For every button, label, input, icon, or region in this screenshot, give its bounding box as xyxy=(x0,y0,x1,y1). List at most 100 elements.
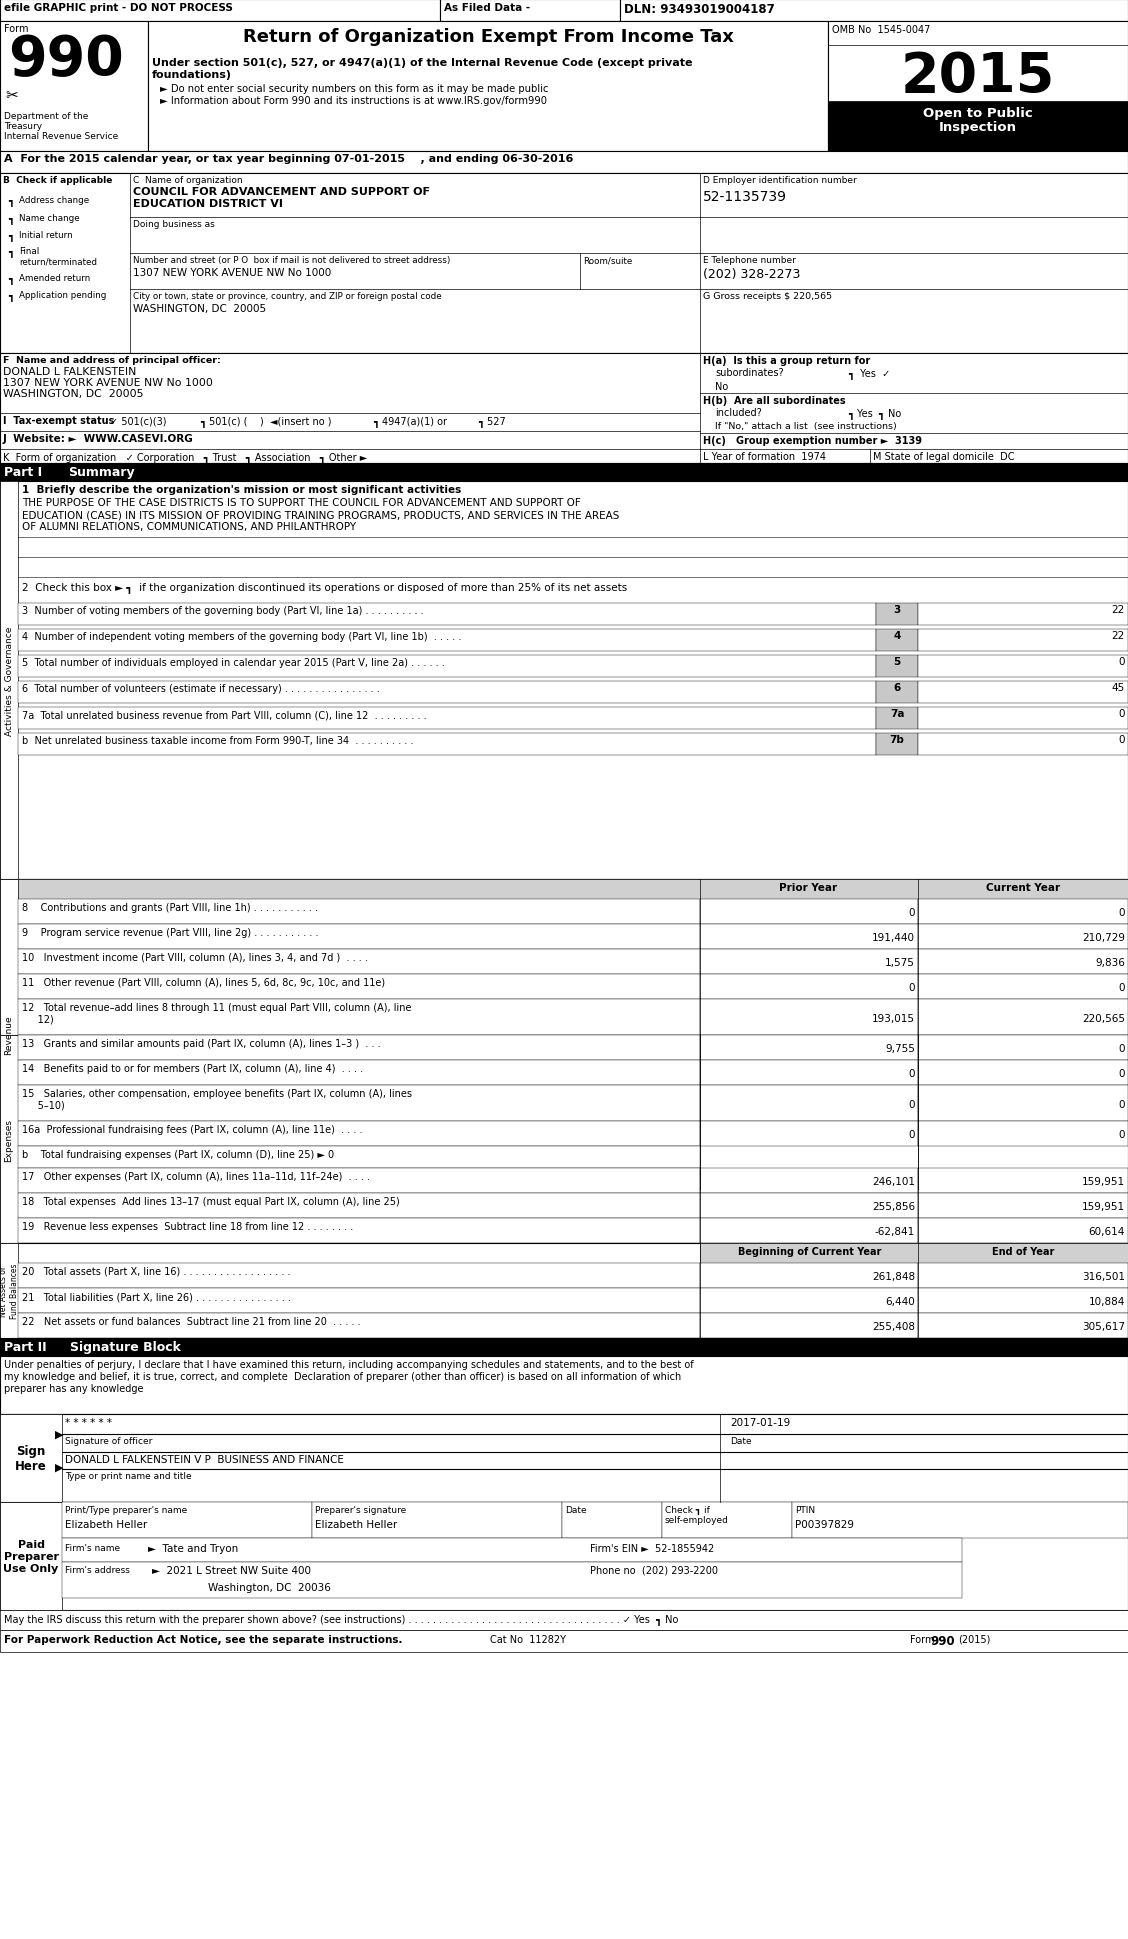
Text: ┓ 4947(a)(1) or: ┓ 4947(a)(1) or xyxy=(373,415,447,427)
Text: 0: 0 xyxy=(1119,1128,1125,1140)
Text: For Paperwork Reduction Act Notice, see the separate instructions.: For Paperwork Reduction Act Notice, see … xyxy=(5,1635,403,1644)
Text: 0: 0 xyxy=(908,1128,915,1140)
Bar xyxy=(0,1355,1128,1414)
Bar xyxy=(918,603,1128,626)
Bar xyxy=(700,1035,918,1061)
Text: 22   Net assets or fund balances  Subtract line 21 from line 20  . . . . .: 22 Net assets or fund balances Subtract … xyxy=(23,1317,361,1326)
Bar xyxy=(828,103,1128,151)
Bar xyxy=(0,151,1128,175)
Text: ► Do not enter social security numbers on this form as it may be made public: ► Do not enter social security numbers o… xyxy=(160,83,548,93)
Text: Address change: Address change xyxy=(19,196,89,206)
Text: 9,836: 9,836 xyxy=(1095,958,1125,968)
Text: b  Net unrelated business taxable income from Form 990-T, line 34  . . . . . . .: b Net unrelated business taxable income … xyxy=(23,735,414,747)
Text: 16a  Professional fundraising fees (Part IX, column (A), line 11e)  . . . .: 16a Professional fundraising fees (Part … xyxy=(23,1125,362,1134)
Text: P00397829: P00397829 xyxy=(795,1520,854,1530)
Text: 19   Revenue less expenses  Subtract line 18 from line 12 . . . . . . . .: 19 Revenue less expenses Subtract line 1… xyxy=(23,1222,353,1231)
Bar xyxy=(918,925,1128,950)
Text: 6,440: 6,440 xyxy=(885,1297,915,1307)
Text: Open to Public: Open to Public xyxy=(923,107,1033,120)
Bar xyxy=(918,1121,1128,1146)
Bar xyxy=(18,1121,700,1146)
Text: H(a)  Is this a group return for: H(a) Is this a group return for xyxy=(703,357,870,366)
Bar xyxy=(700,1061,918,1086)
Bar xyxy=(0,880,1128,1189)
Bar xyxy=(0,1503,62,1609)
Bar xyxy=(918,1061,1128,1086)
Text: 0: 0 xyxy=(1119,1043,1125,1053)
Text: 0: 0 xyxy=(1119,907,1125,917)
Text: Date: Date xyxy=(565,1505,587,1514)
Text: -62,841: -62,841 xyxy=(874,1225,915,1237)
Text: 255,856: 255,856 xyxy=(872,1202,915,1212)
Bar xyxy=(18,975,700,999)
Bar xyxy=(918,1035,1128,1061)
Bar xyxy=(918,999,1128,1035)
Text: Cat No  11282Y: Cat No 11282Y xyxy=(490,1635,566,1644)
Text: 21   Total liabilities (Part X, line 26) . . . . . . . . . . . . . . . .: 21 Total liabilities (Part X, line 26) .… xyxy=(23,1291,291,1301)
Bar xyxy=(18,1313,700,1338)
Bar xyxy=(0,1414,62,1503)
Text: 1307 NEW YORK AVENUE NW No 1000: 1307 NEW YORK AVENUE NW No 1000 xyxy=(133,268,332,277)
Text: ┓: ┓ xyxy=(8,246,14,256)
Bar xyxy=(876,708,918,729)
Bar xyxy=(918,1169,1128,1192)
Text: Firm's address: Firm's address xyxy=(65,1565,130,1574)
Bar xyxy=(18,1035,700,1061)
Bar xyxy=(620,0,1128,21)
Text: Net Assets or
Fund Balances: Net Assets or Fund Balances xyxy=(0,1262,19,1319)
Bar xyxy=(918,733,1128,756)
Text: 210,729: 210,729 xyxy=(1082,933,1125,942)
Bar xyxy=(18,1218,700,1243)
Text: 990: 990 xyxy=(929,1635,954,1646)
Bar xyxy=(700,900,918,925)
Text: Number and street (or P O  box if mail is not delivered to street address): Number and street (or P O box if mail is… xyxy=(133,256,450,266)
Bar xyxy=(876,733,918,756)
Text: Part I: Part I xyxy=(5,465,42,479)
Bar xyxy=(0,481,1128,880)
Text: K  Form of organization   ✓ Corporation   ┓ Trust   ┓ Association   ┓ Other ►: K Form of organization ✓ Corporation ┓ T… xyxy=(3,452,368,463)
Text: ┓ 527: ┓ 527 xyxy=(478,415,505,427)
Text: Signature of officer: Signature of officer xyxy=(65,1437,152,1445)
Text: Paid
Preparer
Use Only: Paid Preparer Use Only xyxy=(3,1540,59,1573)
Text: 1307 NEW YORK AVENUE NW No 1000: 1307 NEW YORK AVENUE NW No 1000 xyxy=(3,378,213,388)
Bar xyxy=(700,1243,1128,1264)
Text: Check ┓ if: Check ┓ if xyxy=(666,1505,710,1514)
Text: 220,565: 220,565 xyxy=(1082,1014,1125,1024)
Bar xyxy=(312,1503,562,1538)
Text: 9,755: 9,755 xyxy=(885,1043,915,1053)
Bar xyxy=(0,353,1128,463)
Bar xyxy=(876,603,918,626)
Text: ▶: ▶ xyxy=(55,1429,63,1439)
Bar xyxy=(18,1169,700,1192)
Bar xyxy=(0,1035,18,1243)
Text: 1  Briefly describe the organization's mission or most significant activities: 1 Briefly describe the organization's mi… xyxy=(23,485,461,494)
Text: 11   Other revenue (Part VIII, column (A), lines 5, 6d, 8c, 9c, 10c, and 11e): 11 Other revenue (Part VIII, column (A),… xyxy=(23,977,385,987)
Text: 159,951: 159,951 xyxy=(1082,1177,1125,1187)
Text: 12   Total revenue–add lines 8 through 11 (must equal Part VIII, column (A), lin: 12 Total revenue–add lines 8 through 11 … xyxy=(23,1002,412,1024)
Text: * * * * * *: * * * * * * xyxy=(65,1417,112,1427)
Bar xyxy=(18,1192,700,1218)
Text: Beginning of Current Year: Beginning of Current Year xyxy=(739,1247,882,1256)
Text: 0: 0 xyxy=(908,983,915,993)
Bar xyxy=(700,1313,918,1338)
Bar xyxy=(18,925,700,950)
Bar xyxy=(918,655,1128,677)
Bar xyxy=(0,880,18,1189)
Text: ┓: ┓ xyxy=(8,291,14,301)
Text: Preparer's signature: Preparer's signature xyxy=(315,1505,406,1514)
Text: DONALD L FALKENSTEIN: DONALD L FALKENSTEIN xyxy=(3,366,136,376)
Bar xyxy=(700,1192,918,1218)
Text: 0: 0 xyxy=(1119,735,1125,745)
Text: As Filed Data -: As Filed Data - xyxy=(444,4,530,14)
Bar xyxy=(0,1503,1128,1609)
Text: ┓: ┓ xyxy=(8,273,14,283)
Text: 246,101: 246,101 xyxy=(872,1177,915,1187)
Text: preparer has any knowledge: preparer has any knowledge xyxy=(5,1383,143,1394)
Bar xyxy=(0,1414,1128,1503)
Bar xyxy=(18,1086,700,1121)
Bar xyxy=(18,733,876,756)
Text: self-employed: self-employed xyxy=(666,1514,729,1524)
Bar xyxy=(876,683,918,704)
Text: Current Year: Current Year xyxy=(986,882,1060,892)
Bar xyxy=(918,1264,1128,1287)
